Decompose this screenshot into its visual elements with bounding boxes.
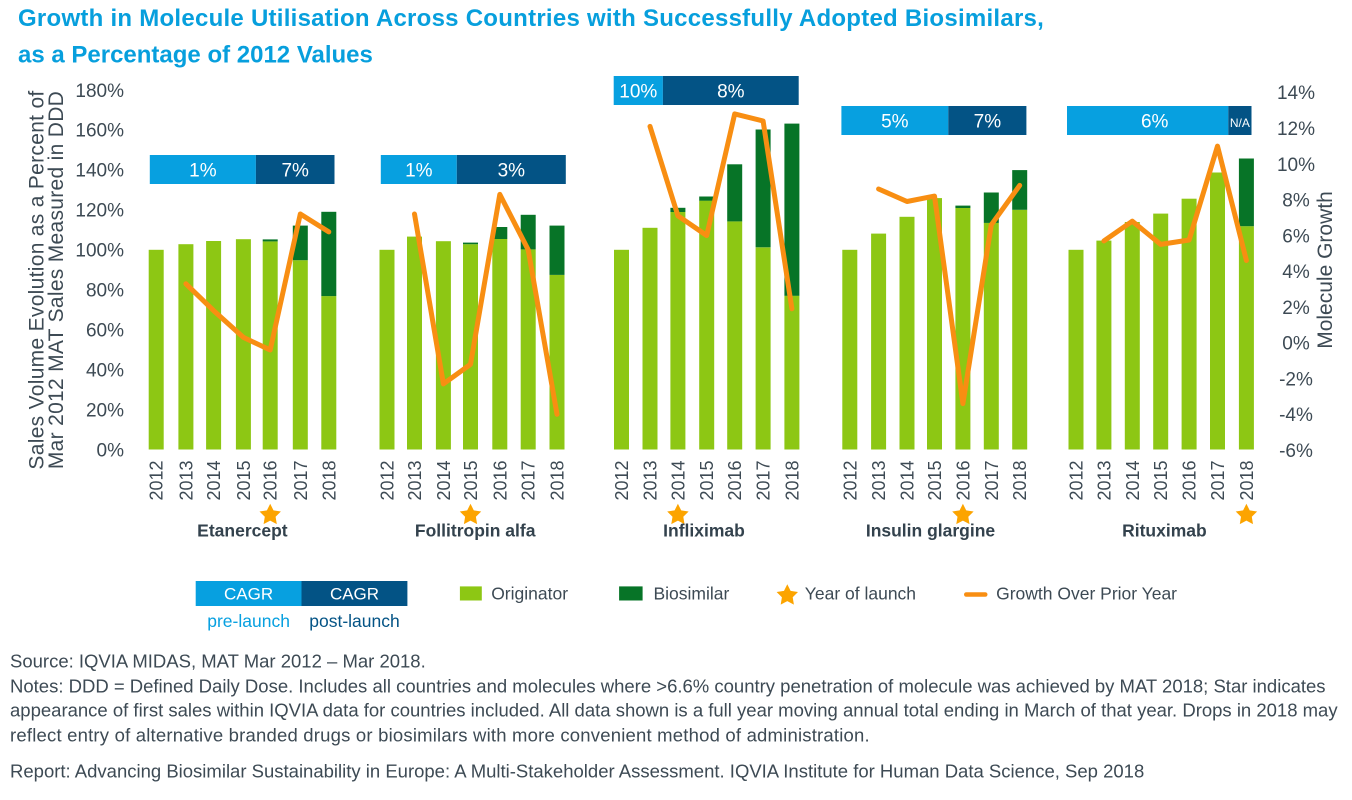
svg-text:2012: 2012 xyxy=(840,460,860,500)
svg-text:0%: 0% xyxy=(1282,334,1310,355)
svg-text:-2%: -2% xyxy=(1279,369,1313,390)
svg-text:2015: 2015 xyxy=(697,460,717,500)
svg-text:10%: 10% xyxy=(619,82,657,103)
svg-text:Growth Over Prior Year: Growth Over Prior Year xyxy=(996,584,1177,604)
svg-text:2016: 2016 xyxy=(261,460,281,500)
svg-text:2013: 2013 xyxy=(176,460,196,500)
svg-text:2015: 2015 xyxy=(461,460,481,500)
svg-text:140%: 140% xyxy=(75,161,124,182)
svg-text:2014: 2014 xyxy=(434,460,454,500)
svg-text:2016: 2016 xyxy=(725,460,745,500)
svg-text:2%: 2% xyxy=(1282,298,1310,319)
svg-text:pre-launch: pre-launch xyxy=(207,611,290,631)
svg-text:CAGR: CAGR xyxy=(330,585,379,604)
svg-text:180%: 180% xyxy=(75,81,124,102)
svg-text:Infliximab: Infliximab xyxy=(663,521,745,541)
svg-text:CAGR: CAGR xyxy=(224,585,273,604)
svg-text:Notes: DDD = Defined Daily Dos: Notes: DDD = Defined Daily Dose. Include… xyxy=(10,676,1326,697)
svg-text:7%: 7% xyxy=(974,112,1002,133)
svg-text:0%: 0% xyxy=(97,440,125,461)
svg-text:-6%: -6% xyxy=(1279,441,1313,462)
svg-text:10%: 10% xyxy=(1277,155,1315,176)
svg-text:2016: 2016 xyxy=(490,460,510,500)
svg-text:Mar 2012 MAT Sales Measured i: Mar 2012 MAT Sales Measured in DDD xyxy=(45,91,68,469)
svg-text:20%: 20% xyxy=(86,400,124,421)
svg-text:4%: 4% xyxy=(1282,262,1310,283)
svg-text:2013: 2013 xyxy=(1094,460,1114,500)
svg-text:2014: 2014 xyxy=(1123,460,1143,500)
svg-text:post-launch: post-launch xyxy=(309,611,399,631)
svg-text:2013: 2013 xyxy=(869,460,889,500)
svg-text:Sales Volume Evolution as a Pe: Sales Volume Evolution as a Percent of xyxy=(26,90,49,469)
svg-text:5%: 5% xyxy=(881,112,909,133)
svg-text:2017: 2017 xyxy=(519,460,539,500)
svg-text:100%: 100% xyxy=(75,241,124,262)
svg-text:1%: 1% xyxy=(405,161,433,182)
svg-text:2014: 2014 xyxy=(204,460,224,500)
svg-text:2012: 2012 xyxy=(378,460,398,500)
svg-text:Growth in Molecule Utilisation: Growth in Molecule Utilisation Across Co… xyxy=(18,5,1044,32)
svg-text:2012: 2012 xyxy=(147,460,167,500)
svg-text:Source: IQVIA MIDAS, MAT Mar 2: Source: IQVIA MIDAS, MAT Mar 2012 – Mar … xyxy=(10,651,426,672)
svg-text:Etanercept: Etanercept xyxy=(197,521,288,541)
svg-text:2018: 2018 xyxy=(548,460,568,500)
svg-text:-4%: -4% xyxy=(1279,405,1313,426)
svg-text:2013: 2013 xyxy=(405,460,425,500)
svg-text:40%: 40% xyxy=(86,360,124,381)
svg-text:6%: 6% xyxy=(1141,112,1169,133)
svg-text:60%: 60% xyxy=(86,321,124,342)
svg-text:6%: 6% xyxy=(1282,226,1310,247)
svg-text:2012: 2012 xyxy=(612,460,632,500)
svg-text:14%: 14% xyxy=(1277,83,1315,104)
svg-text:120%: 120% xyxy=(75,201,124,222)
svg-text:7%: 7% xyxy=(281,161,309,182)
svg-text:Year of launch: Year of launch xyxy=(805,584,916,604)
svg-text:2016: 2016 xyxy=(1180,460,1200,500)
svg-text:appearance of first sales with: appearance of first sales within IQVIA d… xyxy=(10,700,1338,721)
svg-text:2018: 2018 xyxy=(1010,460,1030,500)
svg-text:2014: 2014 xyxy=(898,460,918,500)
svg-text:as a Percentage of 2012 Values: as a Percentage of 2012 Values xyxy=(18,42,373,69)
svg-text:2015: 2015 xyxy=(925,460,945,500)
svg-text:2018: 2018 xyxy=(1237,460,1257,500)
svg-text:12%: 12% xyxy=(1277,119,1315,140)
svg-text:Rituximab: Rituximab xyxy=(1122,521,1207,541)
svg-text:2015: 2015 xyxy=(1151,460,1171,500)
svg-text:2012: 2012 xyxy=(1067,460,1087,500)
svg-text:160%: 160% xyxy=(75,121,124,142)
svg-text:2015: 2015 xyxy=(234,460,254,500)
svg-text:2018: 2018 xyxy=(782,460,802,500)
svg-text:8%: 8% xyxy=(1282,191,1310,212)
svg-text:N/A: N/A xyxy=(1230,116,1250,130)
svg-text:2017: 2017 xyxy=(291,460,311,500)
svg-text:Molecule Growth: Molecule Growth xyxy=(1314,191,1337,349)
svg-text:2017: 2017 xyxy=(754,460,774,500)
svg-text:Report: Advancing Biosimilar S: Report: Advancing Biosimilar Sustainabil… xyxy=(10,761,1144,782)
svg-text:2018: 2018 xyxy=(319,460,339,500)
svg-text:2017: 2017 xyxy=(1208,460,1228,500)
svg-text:2016: 2016 xyxy=(953,460,973,500)
svg-text:2014: 2014 xyxy=(668,460,688,500)
svg-text:8%: 8% xyxy=(717,82,745,103)
svg-text:2017: 2017 xyxy=(982,460,1002,500)
svg-text:Originator: Originator xyxy=(491,584,568,604)
svg-text:Biosimilar: Biosimilar xyxy=(654,584,730,604)
svg-text:reflect entry of alternative b: reflect entry of alternative branded dru… xyxy=(10,725,870,746)
svg-text:3%: 3% xyxy=(498,161,526,182)
svg-text:Follitropin alfa: Follitropin alfa xyxy=(415,521,536,541)
svg-text:80%: 80% xyxy=(86,281,124,302)
svg-text:Insulin glargine: Insulin glargine xyxy=(866,521,996,541)
svg-text:2013: 2013 xyxy=(641,460,661,500)
svg-text:1%: 1% xyxy=(189,161,217,182)
